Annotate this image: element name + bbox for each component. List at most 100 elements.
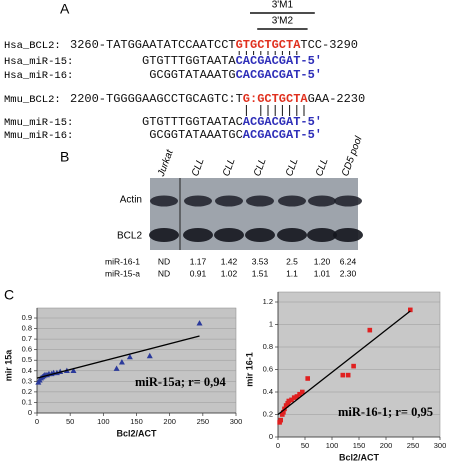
data-point (70, 367, 77, 373)
x-axis-label: Bcl2/ACT (116, 428, 157, 438)
y-tick-label: 0.6 (263, 364, 273, 373)
y-tick-label: 1 (269, 319, 273, 328)
data-point (278, 417, 283, 423)
band-label: Actin (120, 195, 142, 206)
x-tick-label: 100 (326, 441, 339, 450)
x-tick-label: 250 (407, 441, 420, 450)
data-point (146, 352, 153, 359)
y-tick-label: 1.2 (263, 297, 273, 306)
table-value: 6.24 (340, 256, 357, 266)
table-value: 1.01 (314, 268, 331, 278)
seed-sequence: CACGACGAT-5' (236, 54, 322, 68)
panel-label: C (4, 287, 14, 303)
table-value: 2.30 (340, 268, 357, 278)
motif-label: 3'M1 (272, 0, 294, 11)
data-point (118, 359, 125, 365)
band (333, 228, 363, 242)
data-point (113, 365, 120, 371)
data-point (281, 409, 286, 415)
y-tick-label: 0.2 (263, 409, 273, 418)
x-tick-label: 150 (353, 441, 366, 450)
x-tick-label: 150 (130, 417, 143, 426)
table-value: 3.53 (252, 256, 269, 266)
sequence: GCGGTATAAATGC (149, 128, 243, 142)
seed-sequence: CACGACGAT-5' (236, 68, 322, 82)
band (183, 228, 213, 242)
seed-sequence: GTGCTGCTA (236, 38, 302, 52)
table-value: 1.42 (221, 256, 238, 266)
sequence: TCC-3290 (300, 38, 358, 52)
table-value: 1.1 (286, 268, 298, 278)
table-value: 2.5 (286, 256, 298, 266)
band (184, 195, 212, 207)
data-point (367, 327, 373, 333)
data-point (340, 372, 346, 378)
y-tick-label: 0.3 (22, 376, 32, 385)
x-tick-label: 50 (301, 441, 309, 450)
row-label: miR-16-1 (105, 256, 140, 266)
data-point (351, 363, 356, 369)
sequence-label: Mmu_BCL2: (4, 94, 61, 106)
data-point (300, 389, 305, 395)
lane-label: CD5 pool (340, 134, 365, 178)
x-tick-label: 300 (230, 417, 243, 426)
panel-label: B (60, 149, 69, 165)
table-value: 1.20 (314, 256, 331, 266)
table-value: 0.91 (190, 268, 207, 278)
y-tick-label: 0.9 (22, 313, 32, 322)
plot-background (36, 307, 237, 414)
sequence-label: Hsa_miR-16: (4, 70, 73, 82)
y-tick-label: 0 (269, 432, 273, 441)
panel-label: A (60, 1, 70, 17)
band (277, 228, 307, 242)
data-point (286, 398, 292, 404)
table-value: 1.51 (252, 268, 269, 278)
y-tick-label: 0.5 (22, 355, 32, 364)
table-value: 1.02 (221, 268, 238, 278)
x-tick-label: 100 (97, 417, 110, 426)
plot-background (277, 291, 441, 438)
row-label: miR-15-a (105, 268, 140, 278)
band (150, 195, 178, 207)
sequence-label: Hsa_BCL2: (4, 40, 61, 52)
x-tick-label: 0 (276, 441, 280, 450)
y-tick-label: 0 (28, 408, 32, 417)
band (245, 228, 275, 242)
lane-label: CLL (190, 157, 207, 178)
seed-sequence: ACGACGAT-5' (243, 128, 322, 142)
table-value: ND (158, 256, 170, 266)
y-tick-label: 0.8 (263, 342, 273, 351)
y-axis-label: mir 16-1 (244, 352, 254, 387)
lane-label: CLL (252, 157, 269, 178)
annotation: miR-15a; r= 0,94 (135, 375, 227, 389)
seed-sequence: ACGACGAT-5' (243, 115, 322, 129)
lane-label: CLL (221, 157, 238, 178)
trend-line (277, 310, 411, 416)
y-tick-label: 0.4 (22, 366, 32, 375)
lane-label: CLL (314, 157, 331, 178)
band (215, 195, 243, 207)
data-point (305, 376, 310, 381)
data-point (294, 394, 300, 399)
y-tick-label: 0.1 (22, 397, 32, 406)
sequence: GAA-2230 (308, 92, 366, 106)
band (307, 228, 337, 242)
sequence: 3260-TATGGAATATCCAATCCT (70, 38, 236, 52)
y-tick-label: 0.4 (263, 387, 273, 396)
annotation: miR-16-1; r= 0,95 (338, 405, 433, 419)
sequence: GCGGTATAAATG (149, 68, 235, 82)
lane-label: Jurkat (156, 147, 176, 178)
data-point (297, 391, 302, 397)
motif-label: 3'M2 (272, 16, 294, 27)
data-point (289, 397, 294, 403)
band (149, 228, 179, 242)
x-tick-label: 200 (380, 441, 393, 450)
y-tick-label: 0.7 (22, 334, 32, 343)
y-axis-label: mir 15a (3, 349, 13, 382)
band (278, 195, 306, 207)
data-point (196, 320, 203, 326)
band (246, 195, 274, 207)
sequence: GTGTTTGGTAATAC (142, 115, 243, 129)
band (214, 228, 244, 242)
